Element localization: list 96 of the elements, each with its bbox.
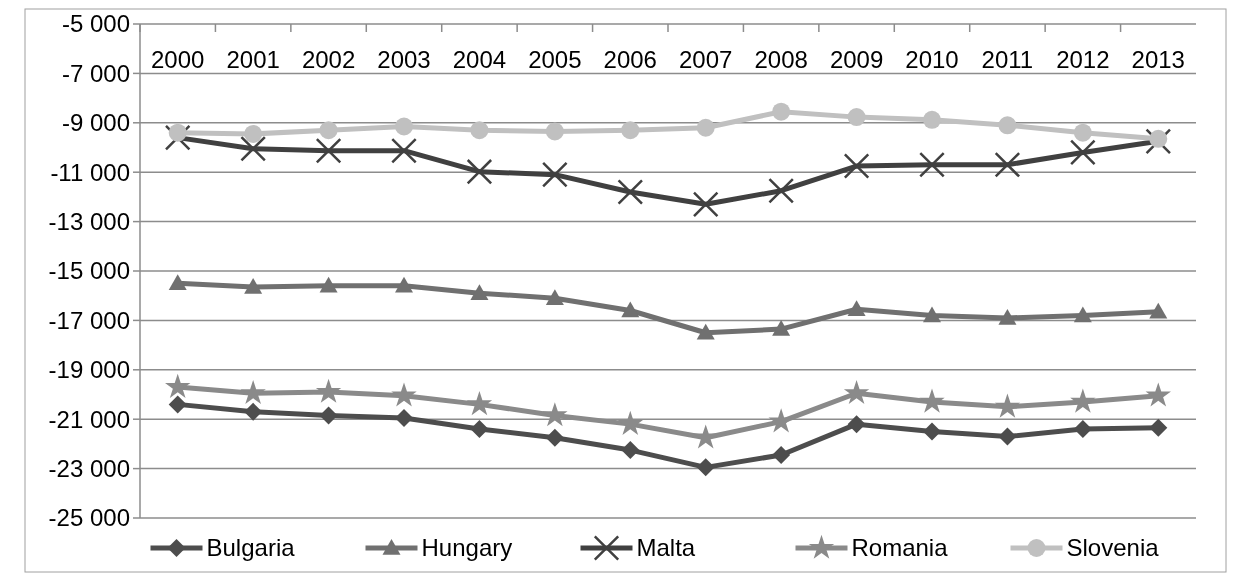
point [1073, 123, 1092, 142]
point [244, 278, 263, 294]
point [319, 406, 338, 425]
point [545, 289, 564, 305]
legend-label: Malta [636, 534, 696, 562]
y-tick-label: -5 000 [61, 10, 130, 38]
point [847, 300, 866, 317]
point [1070, 388, 1096, 413]
point [994, 393, 1021, 418]
point [847, 108, 866, 127]
point [843, 379, 870, 405]
point [998, 308, 1017, 325]
point [395, 408, 413, 427]
point [772, 320, 791, 336]
point [843, 153, 870, 179]
point [1069, 139, 1096, 166]
legend-label: Bulgaria [206, 534, 296, 562]
point [165, 373, 191, 398]
point [768, 177, 795, 204]
point [696, 118, 715, 137]
point [994, 151, 1021, 178]
y-tick-label: -11 000 [50, 158, 130, 186]
point [240, 379, 266, 405]
y-tick-label: -21 000 [48, 405, 130, 433]
y-tick-label: -15 000 [48, 257, 130, 285]
x-tick-label: 2008 [754, 46, 808, 74]
y-tick-label: -19 000 [48, 356, 130, 384]
point [617, 410, 643, 435]
point [923, 422, 941, 441]
x-tick-label: 2007 [679, 46, 733, 74]
point [1149, 418, 1168, 437]
point [919, 388, 945, 413]
point [617, 179, 644, 205]
point [1073, 306, 1092, 323]
point [1145, 382, 1171, 407]
y-tick-label: -23 000 [48, 455, 130, 482]
x-tick-label: 2006 [603, 46, 657, 74]
point [696, 323, 715, 340]
x-tick-label: 2013 [1131, 46, 1185, 74]
point [466, 158, 493, 185]
point [315, 137, 342, 164]
point [319, 121, 338, 140]
point [315, 378, 342, 403]
point [168, 274, 187, 291]
point [395, 117, 413, 136]
x-tick-label: 2005 [528, 46, 582, 74]
point [1149, 129, 1168, 148]
point [621, 301, 640, 318]
point [466, 391, 493, 416]
point [772, 102, 791, 121]
point [391, 137, 417, 164]
x-tick-label: 2012 [1056, 46, 1110, 74]
point [244, 124, 263, 143]
point [168, 123, 187, 142]
point [998, 116, 1017, 135]
x-tick-label: 2010 [905, 46, 959, 74]
point [998, 427, 1017, 446]
point [244, 402, 263, 421]
legend-label: Slovenia [1066, 534, 1160, 562]
point [772, 446, 791, 465]
x-tick-label: 2001 [226, 46, 280, 74]
point [1149, 302, 1168, 319]
point [319, 276, 338, 293]
point [621, 441, 640, 460]
x-tick-label: 2009 [829, 46, 884, 74]
point [696, 458, 715, 477]
point [541, 161, 568, 188]
y-tick-label: -25 000 [48, 504, 130, 532]
point [240, 135, 267, 162]
point [923, 110, 941, 129]
point [919, 151, 945, 178]
legend-label: Hungary [421, 534, 513, 562]
y-tick-label: -13 000 [48, 208, 130, 235]
point [692, 191, 719, 218]
point [470, 284, 489, 300]
y-tick-label: -9 000 [61, 109, 130, 137]
x-tick-label: 2000 [151, 46, 205, 74]
point [545, 428, 564, 447]
point [395, 276, 413, 293]
x-tick-label: 2002 [301, 46, 356, 74]
point [847, 415, 866, 434]
point [923, 306, 941, 323]
point [470, 420, 489, 439]
point [168, 395, 187, 414]
y-tick-label: -17 000 [48, 306, 130, 334]
point [621, 121, 640, 140]
legend-label: Romania [851, 534, 949, 562]
x-tick-label: 2003 [377, 46, 431, 74]
y-tick-label: -7 000 [61, 59, 130, 87]
x-tick-label: 2011 [981, 46, 1034, 74]
x-tick-label: 2004 [452, 46, 507, 74]
point [1073, 420, 1092, 439]
point [542, 402, 568, 427]
point [391, 382, 417, 407]
point [545, 122, 564, 141]
point [470, 121, 489, 140]
